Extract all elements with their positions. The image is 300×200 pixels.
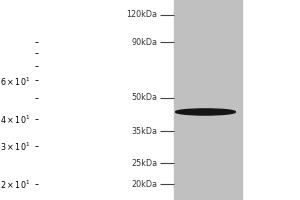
Text: 20kDa: 20kDa (131, 180, 157, 189)
Bar (174, 0, 242, 200)
Text: 90kDa: 90kDa (131, 38, 157, 47)
Text: 35kDa: 35kDa (131, 127, 157, 136)
Ellipse shape (176, 109, 236, 115)
Text: 50kDa: 50kDa (131, 93, 157, 102)
Text: 120kDa: 120kDa (126, 10, 157, 19)
Text: 25kDa: 25kDa (131, 159, 157, 168)
